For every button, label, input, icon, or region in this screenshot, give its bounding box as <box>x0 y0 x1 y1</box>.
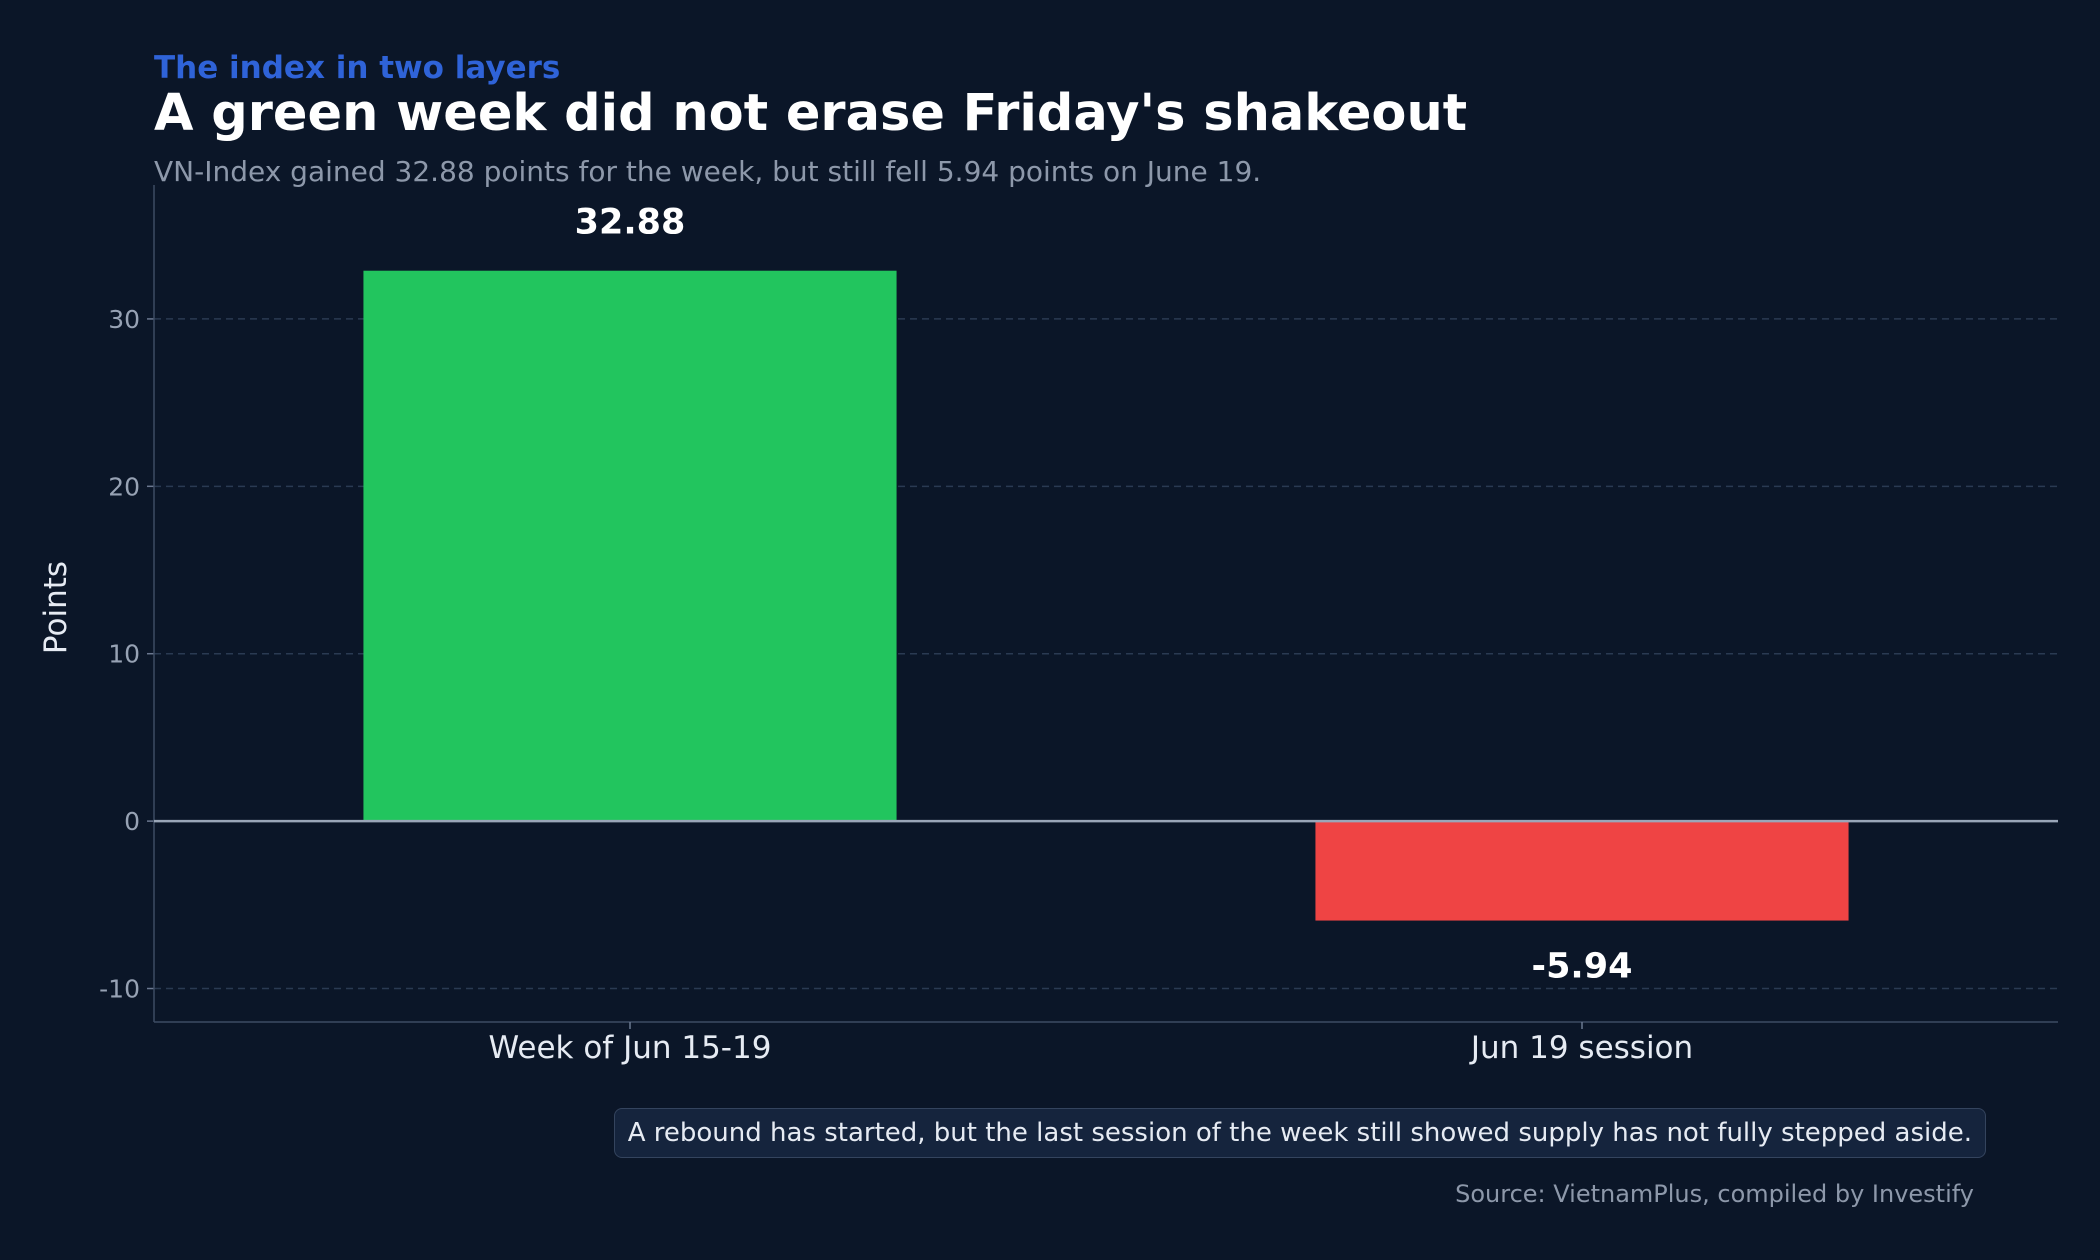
chart-kicker: The index in two layers <box>154 50 561 86</box>
y-tick-label: 20 <box>108 472 140 501</box>
annotation-callout: A rebound has started, but the last sess… <box>613 1108 1986 1158</box>
source-note: Source: VietnamPlus, compiled by Investi… <box>1455 1180 1974 1208</box>
bar <box>1315 821 1849 921</box>
bar <box>363 270 897 822</box>
y-tick-label: 10 <box>108 640 140 669</box>
y-tick-label: 30 <box>108 305 140 334</box>
y-tick-label: 0 <box>124 807 140 836</box>
y-axis-label: Points <box>38 561 74 654</box>
bar-value-label: -5.94 <box>1532 947 1633 987</box>
chart-title: A green week did not erase Friday's shak… <box>154 84 1468 143</box>
chart-subtitle: VN-Index gained 32.88 points for the wee… <box>154 155 1262 188</box>
x-tick-label: Jun 19 session <box>1469 1030 1693 1066</box>
y-tick-label: -10 <box>99 975 140 1004</box>
x-tick-label: Week of Jun 15-19 <box>489 1030 772 1066</box>
bar-value-label: 32.88 <box>575 203 686 243</box>
